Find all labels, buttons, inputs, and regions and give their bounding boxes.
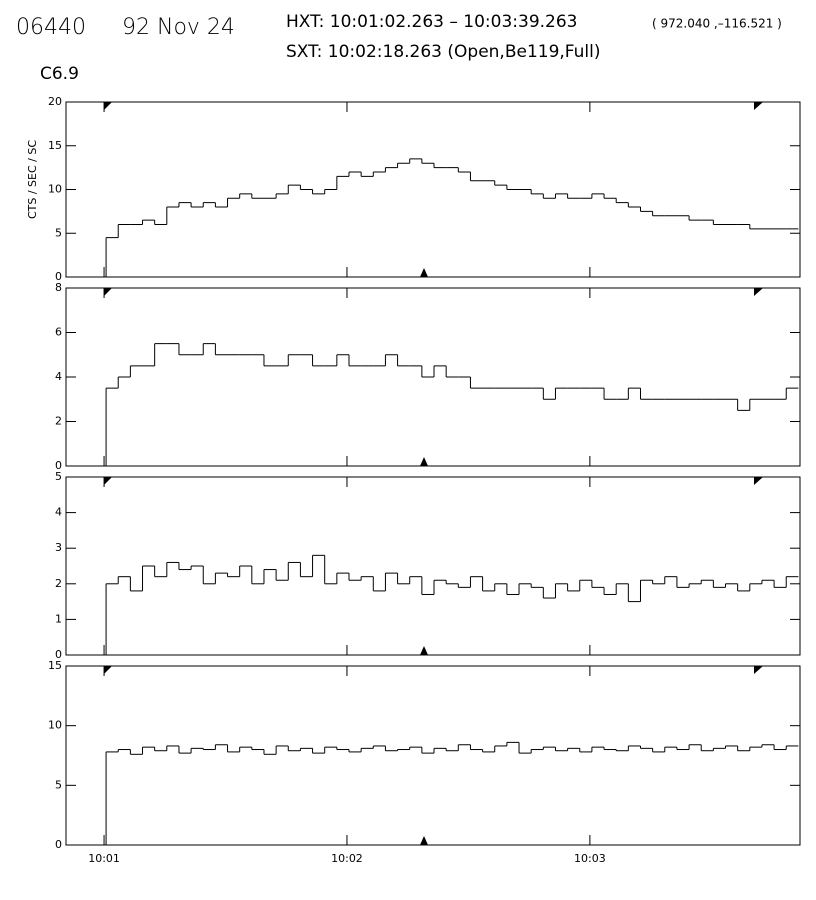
y-tick-label: 5 xyxy=(55,778,62,791)
y-tick-label: 0 xyxy=(55,270,62,283)
panel-frame xyxy=(65,476,801,656)
step-connector xyxy=(105,555,787,655)
x-tick-label: 10:03 xyxy=(574,852,606,865)
y-tick-label: 6 xyxy=(55,326,62,339)
y-tick-label: 1 xyxy=(55,612,62,625)
x-tick-label: 10:02 xyxy=(331,852,363,865)
step-connector xyxy=(105,343,787,466)
start-marker xyxy=(104,477,112,485)
end-marker xyxy=(754,477,763,485)
end-marker xyxy=(754,288,763,296)
end-marker xyxy=(754,666,763,674)
y-tick-label: 2 xyxy=(55,577,62,590)
y-tick-label: 8 xyxy=(55,281,62,294)
y-tick-label: 4 xyxy=(55,506,62,519)
y-tick-label: 10 xyxy=(48,183,62,196)
y-tick-label: 4 xyxy=(55,370,62,383)
start-marker xyxy=(104,288,112,296)
panel-frame xyxy=(65,665,801,846)
step-connector xyxy=(105,742,787,845)
y-axis-label: CTS / SEC / SC xyxy=(26,140,39,219)
end-marker xyxy=(754,102,763,110)
sxt-marker xyxy=(420,646,428,655)
y-tick-label: 15 xyxy=(48,659,62,672)
start-marker xyxy=(104,102,112,110)
y-tick-label: 0 xyxy=(55,838,62,851)
y-tick-label: 0 xyxy=(55,648,62,661)
hxt-range: HXT: 10:01:02.263 – 10:03:39.263 xyxy=(286,12,578,32)
obs-date: 92 Nov 24 xyxy=(122,15,235,40)
y-tick-label: 5 xyxy=(55,470,62,483)
y-tick-label: 15 xyxy=(48,139,62,152)
sxt-marker xyxy=(420,268,428,277)
start-marker xyxy=(104,666,112,674)
step-connector xyxy=(105,158,751,277)
y-tick-label: 20 xyxy=(48,95,62,108)
y-tick-label: 3 xyxy=(55,541,62,554)
sxt-info: SXT: 10:02:18.263 (Open,Be119,Full) xyxy=(286,42,601,62)
panel-frame xyxy=(65,101,801,278)
flare-class: C6.9 xyxy=(40,64,79,84)
y-tick-label: 5 xyxy=(55,226,62,239)
obs-id: 06440 xyxy=(16,15,86,40)
y-tick-label: 2 xyxy=(55,415,62,428)
y-tick-label: 0 xyxy=(55,459,62,472)
coords: ( 972.040 ,–116.521 ) xyxy=(652,17,782,31)
sxt-marker xyxy=(420,836,428,845)
x-tick-label: 10:01 xyxy=(88,852,120,865)
sxt-marker xyxy=(420,457,428,466)
y-tick-label: 10 xyxy=(48,719,62,732)
